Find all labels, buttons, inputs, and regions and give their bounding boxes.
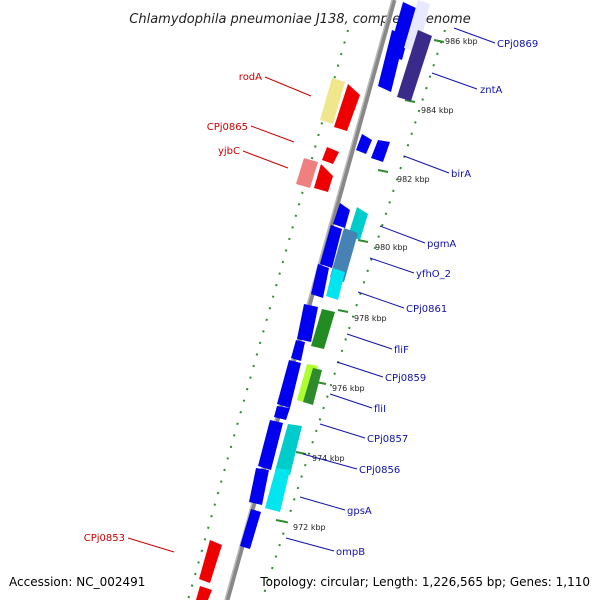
gene-yfhO_2[interactable] — [330, 228, 358, 282]
gene-rodA[interactable] — [320, 78, 345, 124]
gene-CPj0857-blue[interactable] — [258, 420, 283, 470]
gene-birA[interactable] — [371, 140, 390, 162]
tick-label-980kbp: 980 kbp — [375, 243, 408, 252]
label-CPj0856[interactable]: CPj0856 — [359, 465, 400, 476]
gene-birA-1[interactable] — [356, 134, 372, 154]
label-rodA[interactable]: rodA — [239, 72, 262, 83]
gene-forward-red-1[interactable] — [334, 84, 360, 131]
label-fliI[interactable]: fliI — [374, 404, 386, 415]
label-CPj0865[interactable]: CPj0865 — [207, 122, 248, 133]
tick-marks — [275, 39, 445, 523]
label-fliF[interactable]: fliF — [394, 345, 409, 356]
accession-text: Accession: NC_002491 — [9, 575, 145, 589]
gene-fliI[interactable] — [303, 368, 322, 405]
label-CPj0859[interactable]: CPj0859 — [385, 373, 426, 384]
label-ompB[interactable]: ompB — [336, 547, 365, 558]
gene-CPj0869-white[interactable] — [404, 0, 430, 52]
label-yfhO_2[interactable]: yfhO_2 — [416, 269, 451, 280]
gene-CPj0861-blue[interactable] — [311, 264, 329, 298]
tick-label-986kbp: 986 kbp — [445, 37, 478, 46]
gene-zntA[interactable] — [397, 30, 432, 101]
gene-ompB[interactable] — [240, 509, 261, 549]
tick-label-982kbp: 982 kbp — [397, 175, 430, 184]
gene-CPj0856[interactable] — [265, 468, 290, 512]
gene-yjbC[interactable] — [322, 147, 339, 164]
gene-CPj0861[interactable] — [326, 268, 345, 300]
gene-fliF[interactable] — [311, 309, 335, 349]
tick-label-978kbp: 978 kbp — [354, 314, 387, 323]
outer-guide-track — [187, 29, 349, 600]
label-birA[interactable]: birA — [451, 169, 471, 180]
label-CPj0857[interactable]: CPj0857 — [367, 434, 408, 445]
label-zntA[interactable]: zntA — [480, 85, 503, 96]
forward-genes — [196, 78, 360, 600]
label-gpsA[interactable]: gpsA — [347, 506, 372, 517]
label-CPj0869[interactable]: CPj0869 — [497, 39, 538, 50]
gene-pgmA-blue[interactable] — [333, 203, 350, 228]
label-CPj0861[interactable]: CPj0861 — [406, 304, 447, 315]
gene-blue-small-1[interactable] — [291, 340, 305, 361]
gene-fliF-blue[interactable] — [297, 304, 318, 342]
tick-label-976kbp: 976 kbp — [332, 384, 365, 393]
gene-gpsA[interactable] — [249, 468, 269, 505]
genome-summary-text: Topology: circular; Length: 1,226,565 bp… — [259, 575, 590, 589]
gene-forward-red-2[interactable] — [314, 164, 333, 192]
gene-forward-red-3[interactable] — [196, 586, 212, 600]
gene-CPj0853[interactable] — [199, 540, 222, 583]
gene-CPj0857[interactable] — [275, 424, 302, 475]
label-pgmA[interactable]: pgmA — [427, 239, 456, 250]
tick-label-974kbp: 974 kbp — [312, 454, 345, 463]
forward-connectors — [127, 76, 312, 553]
gene-blue-small-2[interactable] — [274, 406, 290, 420]
gene-CPj0865[interactable] — [296, 158, 318, 188]
reverse-genes — [240, 0, 432, 549]
label-yjbC[interactable]: yjbC — [218, 146, 240, 157]
gene-yfhO_2-blue[interactable] — [320, 225, 342, 268]
gene-fliI-blue[interactable] — [277, 360, 301, 408]
reverse-connectors — [285, 27, 496, 552]
label-CPj0853[interactable]: CPj0853 — [84, 533, 125, 544]
gene-zntA-blue[interactable] — [378, 30, 405, 92]
tick-label-984kbp: 984 kbp — [421, 106, 454, 115]
tick-label-972kbp: 972 kbp — [293, 523, 326, 532]
